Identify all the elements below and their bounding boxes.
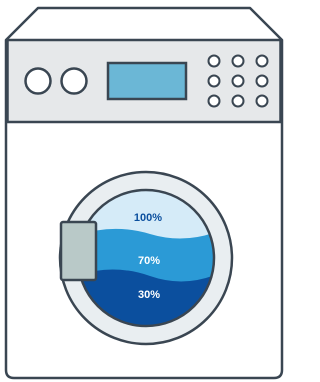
page: {"door": {"levels": ["100%", "70%", "30%…: [0, 0, 288, 382]
knob: [26, 69, 51, 94]
buttons: [209, 56, 268, 107]
level-label: 100%: [134, 212, 162, 224]
door-hinge: [61, 222, 96, 280]
washing-machine: 100% 70% 30%: [0, 0, 288, 382]
knob: [62, 69, 87, 94]
level-label: 70%: [138, 255, 160, 267]
display: [108, 63, 186, 99]
level-label: 30%: [138, 289, 160, 301]
